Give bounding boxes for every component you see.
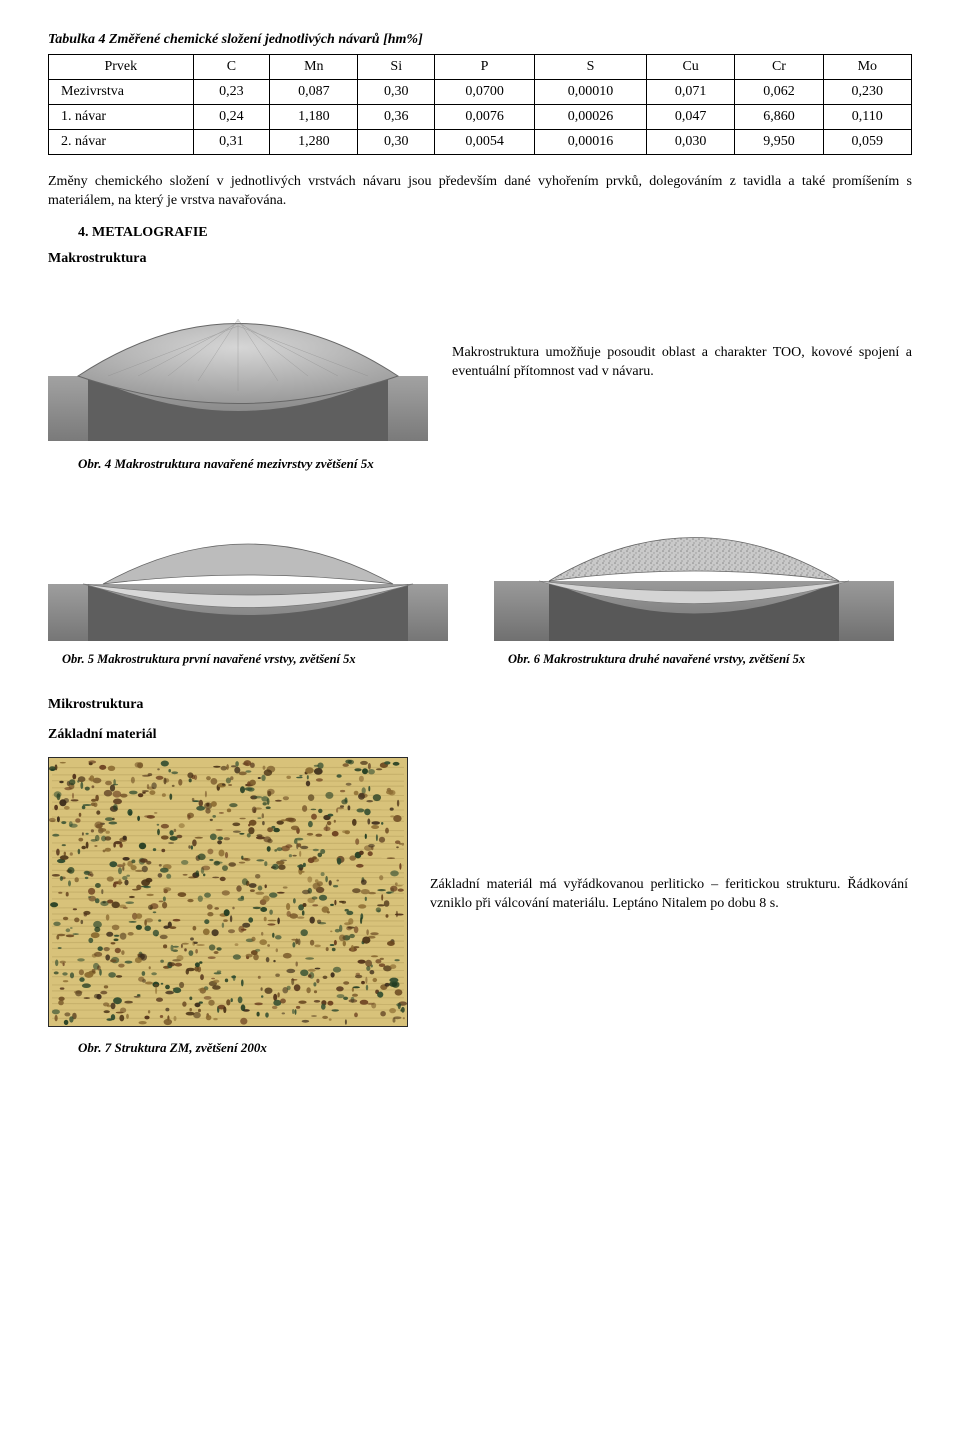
paragraph-changes: Změny chemického složení v jednotlivých … bbox=[48, 173, 912, 211]
table-row: 1. návar 0,24 1,180 0,36 0,0076 0,00026 … bbox=[49, 105, 912, 130]
cell: 0,00010 bbox=[535, 80, 647, 105]
cell: 0,24 bbox=[193, 105, 270, 130]
col-h: Cr bbox=[735, 55, 823, 80]
cell: 0,071 bbox=[646, 80, 734, 105]
fig4-text: Makrostruktura umožňuje posoudit oblast … bbox=[452, 344, 912, 382]
cell: 0,00016 bbox=[535, 130, 647, 155]
cell: 0,110 bbox=[823, 105, 911, 130]
table-header-row: Prvek C Mn Si P S Cu Cr Mo bbox=[49, 55, 912, 80]
col-h: C bbox=[193, 55, 270, 80]
col-h: Mn bbox=[270, 55, 358, 80]
fig7-row: Základní materiál má vyřádkovanou perlit… bbox=[48, 757, 912, 1032]
fig4-caption: Obr. 4 Makrostruktura navařené mezivrstv… bbox=[78, 456, 912, 472]
fig6-col: Obr. 6 Makrostruktura druhé navařené vrs… bbox=[494, 496, 912, 687]
cell: 2. návar bbox=[49, 130, 194, 155]
cell: 0,047 bbox=[646, 105, 734, 130]
col-h: Prvek bbox=[49, 55, 194, 80]
cell: 0,36 bbox=[358, 105, 435, 130]
makrostruktura-heading: Makrostruktura bbox=[48, 251, 912, 267]
cell: 0,030 bbox=[646, 130, 734, 155]
mikrostruktura-heading: Mikrostruktura bbox=[48, 697, 912, 713]
cell: 0,0700 bbox=[435, 80, 535, 105]
cell: 0,30 bbox=[358, 130, 435, 155]
col-h: Cu bbox=[646, 55, 734, 80]
cell: 0,23 bbox=[193, 80, 270, 105]
cell: 0,062 bbox=[735, 80, 823, 105]
col-h: Mo bbox=[823, 55, 911, 80]
cell: 1,280 bbox=[270, 130, 358, 155]
fig5-6-row: Obr. 5 Makrostruktura první navařené vrs… bbox=[48, 496, 912, 687]
fig5-image bbox=[48, 496, 448, 641]
col-h: S bbox=[535, 55, 647, 80]
cell: 0,059 bbox=[823, 130, 911, 155]
cell: Mezivrstva bbox=[49, 80, 194, 105]
fig5-caption: Obr. 5 Makrostruktura první navařené vrs… bbox=[62, 652, 466, 667]
section-4-heading: 4. METALOGRAFIE bbox=[78, 225, 912, 241]
fig7-image bbox=[48, 757, 408, 1032]
fig4-image bbox=[48, 281, 428, 446]
cell: 6,860 bbox=[735, 105, 823, 130]
cell: 0,00026 bbox=[535, 105, 647, 130]
fig4-row: Makrostruktura umožňuje posoudit oblast … bbox=[48, 281, 912, 446]
fig7-caption: Obr. 7 Struktura ZM, zvětšení 200x bbox=[78, 1040, 912, 1056]
cell: 1. návar bbox=[49, 105, 194, 130]
fig7-text: Základní materiál má vyřádkovanou perlit… bbox=[430, 875, 912, 914]
cell: 9,950 bbox=[735, 130, 823, 155]
composition-table: Prvek C Mn Si P S Cu Cr Mo Mezivrstva 0,… bbox=[48, 54, 912, 155]
cell: 0,0054 bbox=[435, 130, 535, 155]
zm-heading: Základní materiál bbox=[48, 727, 912, 743]
fig6-image bbox=[494, 496, 894, 641]
table-row: 2. návar 0,31 1,280 0,30 0,0054 0,00016 … bbox=[49, 130, 912, 155]
cell: 0,087 bbox=[270, 80, 358, 105]
cell: 0,31 bbox=[193, 130, 270, 155]
col-h: P bbox=[435, 55, 535, 80]
col-h: Si bbox=[358, 55, 435, 80]
cell: 0,0076 bbox=[435, 105, 535, 130]
table-row: Mezivrstva 0,23 0,087 0,30 0,0700 0,0001… bbox=[49, 80, 912, 105]
table-caption: Tabulka 4 Změřené chemické složení jedno… bbox=[48, 32, 912, 48]
cell: 1,180 bbox=[270, 105, 358, 130]
cell: 0,30 bbox=[358, 80, 435, 105]
fig5-col: Obr. 5 Makrostruktura první navařené vrs… bbox=[48, 496, 466, 687]
fig6-caption: Obr. 6 Makrostruktura druhé navařené vrs… bbox=[508, 652, 912, 667]
cell: 0,230 bbox=[823, 80, 911, 105]
